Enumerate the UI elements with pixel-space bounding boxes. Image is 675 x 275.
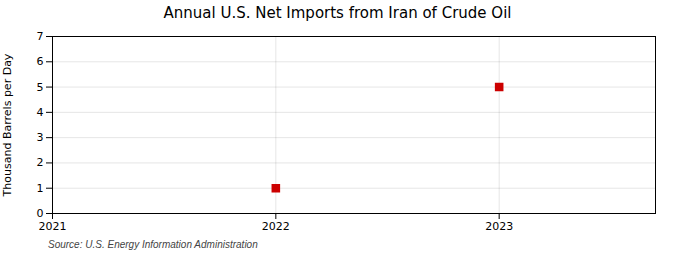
svg-text:0: 0: [37, 207, 44, 220]
svg-text:5: 5: [37, 81, 44, 94]
svg-text:7: 7: [37, 30, 44, 43]
svg-text:2022: 2022: [262, 220, 290, 233]
svg-text:1: 1: [37, 182, 44, 195]
svg-text:Thousand Barrels per Day: Thousand Barrels per Day: [1, 53, 14, 197]
html-text:Source: U.S. Energy Informatio: Source: U.S. Energy Information Administ…: [48, 239, 258, 250]
svg-text:4: 4: [37, 106, 44, 119]
svg-text:6: 6: [37, 55, 44, 68]
svg-text:2021: 2021: [39, 220, 67, 233]
svg-text:2023: 2023: [485, 220, 513, 233]
svg-text:2: 2: [37, 156, 44, 169]
html-text:Annual U.S. Net Imports from I: Annual U.S. Net Imports from Iran of Cru…: [163, 4, 512, 22]
svg-text:3: 3: [37, 131, 44, 144]
